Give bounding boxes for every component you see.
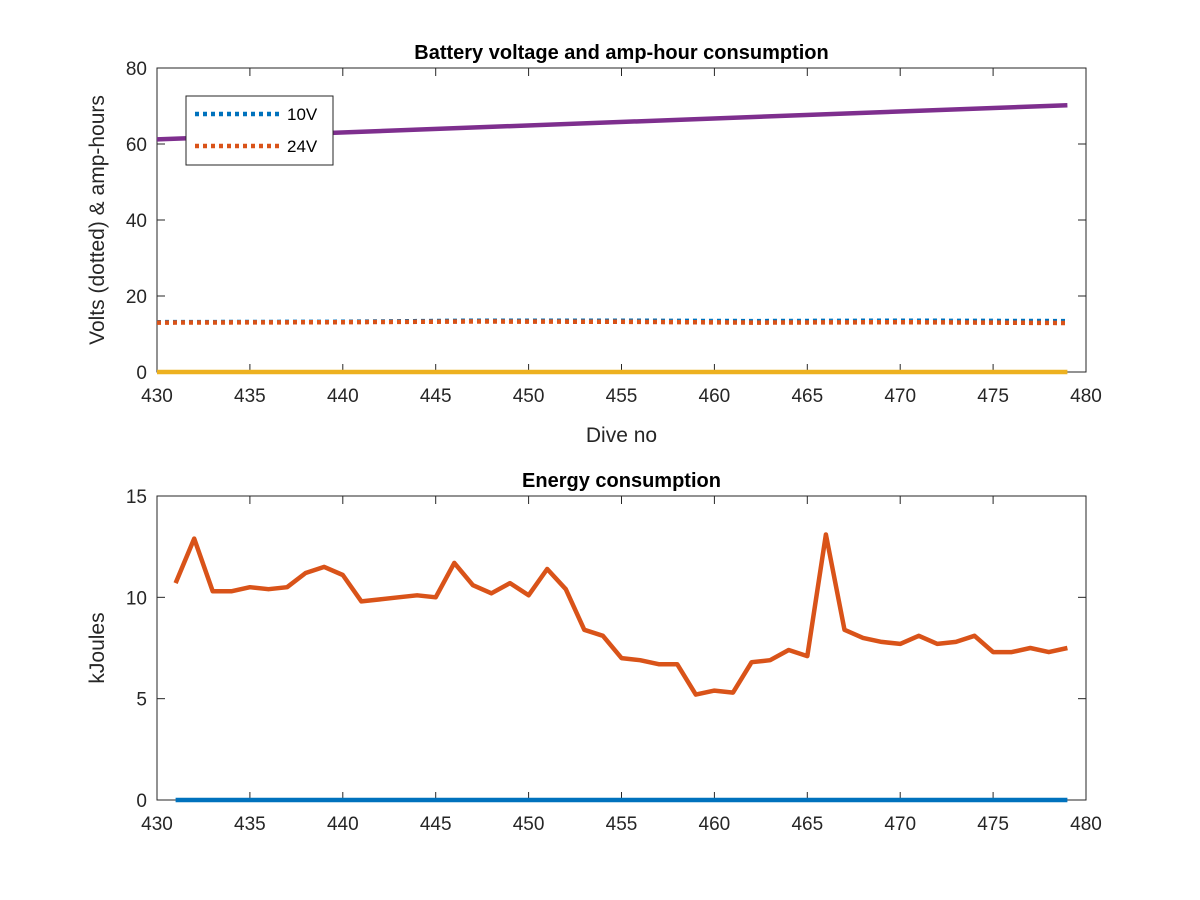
legend-label-24v: 24V xyxy=(287,137,318,156)
series-line-2 xyxy=(173,532,1068,697)
x-tick-label: 470 xyxy=(884,386,916,407)
legend-box xyxy=(185,95,334,166)
y-tick-label: 0 xyxy=(136,791,147,812)
series-line-24v xyxy=(156,319,1068,326)
chart-title: Battery voltage and amp-hour consumption xyxy=(414,42,828,64)
x-tick-label: 465 xyxy=(791,814,823,835)
x-tick-label: 455 xyxy=(606,386,638,407)
x-tick-label: 440 xyxy=(327,814,359,835)
y-tick-label: 60 xyxy=(126,135,147,156)
x-tick-label: 455 xyxy=(606,814,638,835)
y-tick-label: 0 xyxy=(136,363,147,384)
x-tick-label: 435 xyxy=(234,386,266,407)
y-tick-label: 5 xyxy=(136,690,147,711)
y-tick-label: 15 xyxy=(126,487,147,508)
legend-label-10v: 10V xyxy=(287,105,318,124)
chart-1: 430 435 440 445 450 455 460 465 470 475 480 0 20 40 60… xyxy=(86,42,1102,447)
x-tick-label: 465 xyxy=(791,386,823,407)
x-tick-label: 450 xyxy=(513,386,545,407)
y-axis-label: Volts (dotted) & amp-hours xyxy=(86,95,109,345)
y-tick-label: 80 xyxy=(126,59,147,80)
x-tick-label: 430 xyxy=(141,386,173,407)
chart-2: 430 435 440 445 450 455 460 465 470 475 480 0 5 10 15 E… xyxy=(86,470,1102,835)
y-tick-label: 10 xyxy=(126,588,147,609)
y-axis-label: kJoules xyxy=(86,612,109,683)
x-tick-label: 480 xyxy=(1070,386,1102,407)
x-tick-label: 445 xyxy=(420,814,452,835)
x-tick-label: 480 xyxy=(1070,814,1102,835)
legend: 10V 24V xyxy=(185,95,334,166)
x-axis-label: Dive no xyxy=(586,424,657,447)
x-tick-label: 470 xyxy=(884,814,916,835)
x-tick-label: 475 xyxy=(977,814,1009,835)
plot-area xyxy=(156,495,1087,801)
x-tick-label: 430 xyxy=(141,814,173,835)
y-tick-label: 40 xyxy=(126,211,147,232)
y-tick-label: 20 xyxy=(126,287,147,308)
x-tick-label: 460 xyxy=(699,386,731,407)
x-tick-label: 475 xyxy=(977,386,1009,407)
x-tick-label: 435 xyxy=(234,814,266,835)
x-tick-label: 440 xyxy=(327,386,359,407)
chart-title: Energy consumption xyxy=(522,470,721,492)
x-tick-label: 450 xyxy=(513,814,545,835)
x-tick-label: 445 xyxy=(420,386,452,407)
x-tick-label: 460 xyxy=(699,814,731,835)
